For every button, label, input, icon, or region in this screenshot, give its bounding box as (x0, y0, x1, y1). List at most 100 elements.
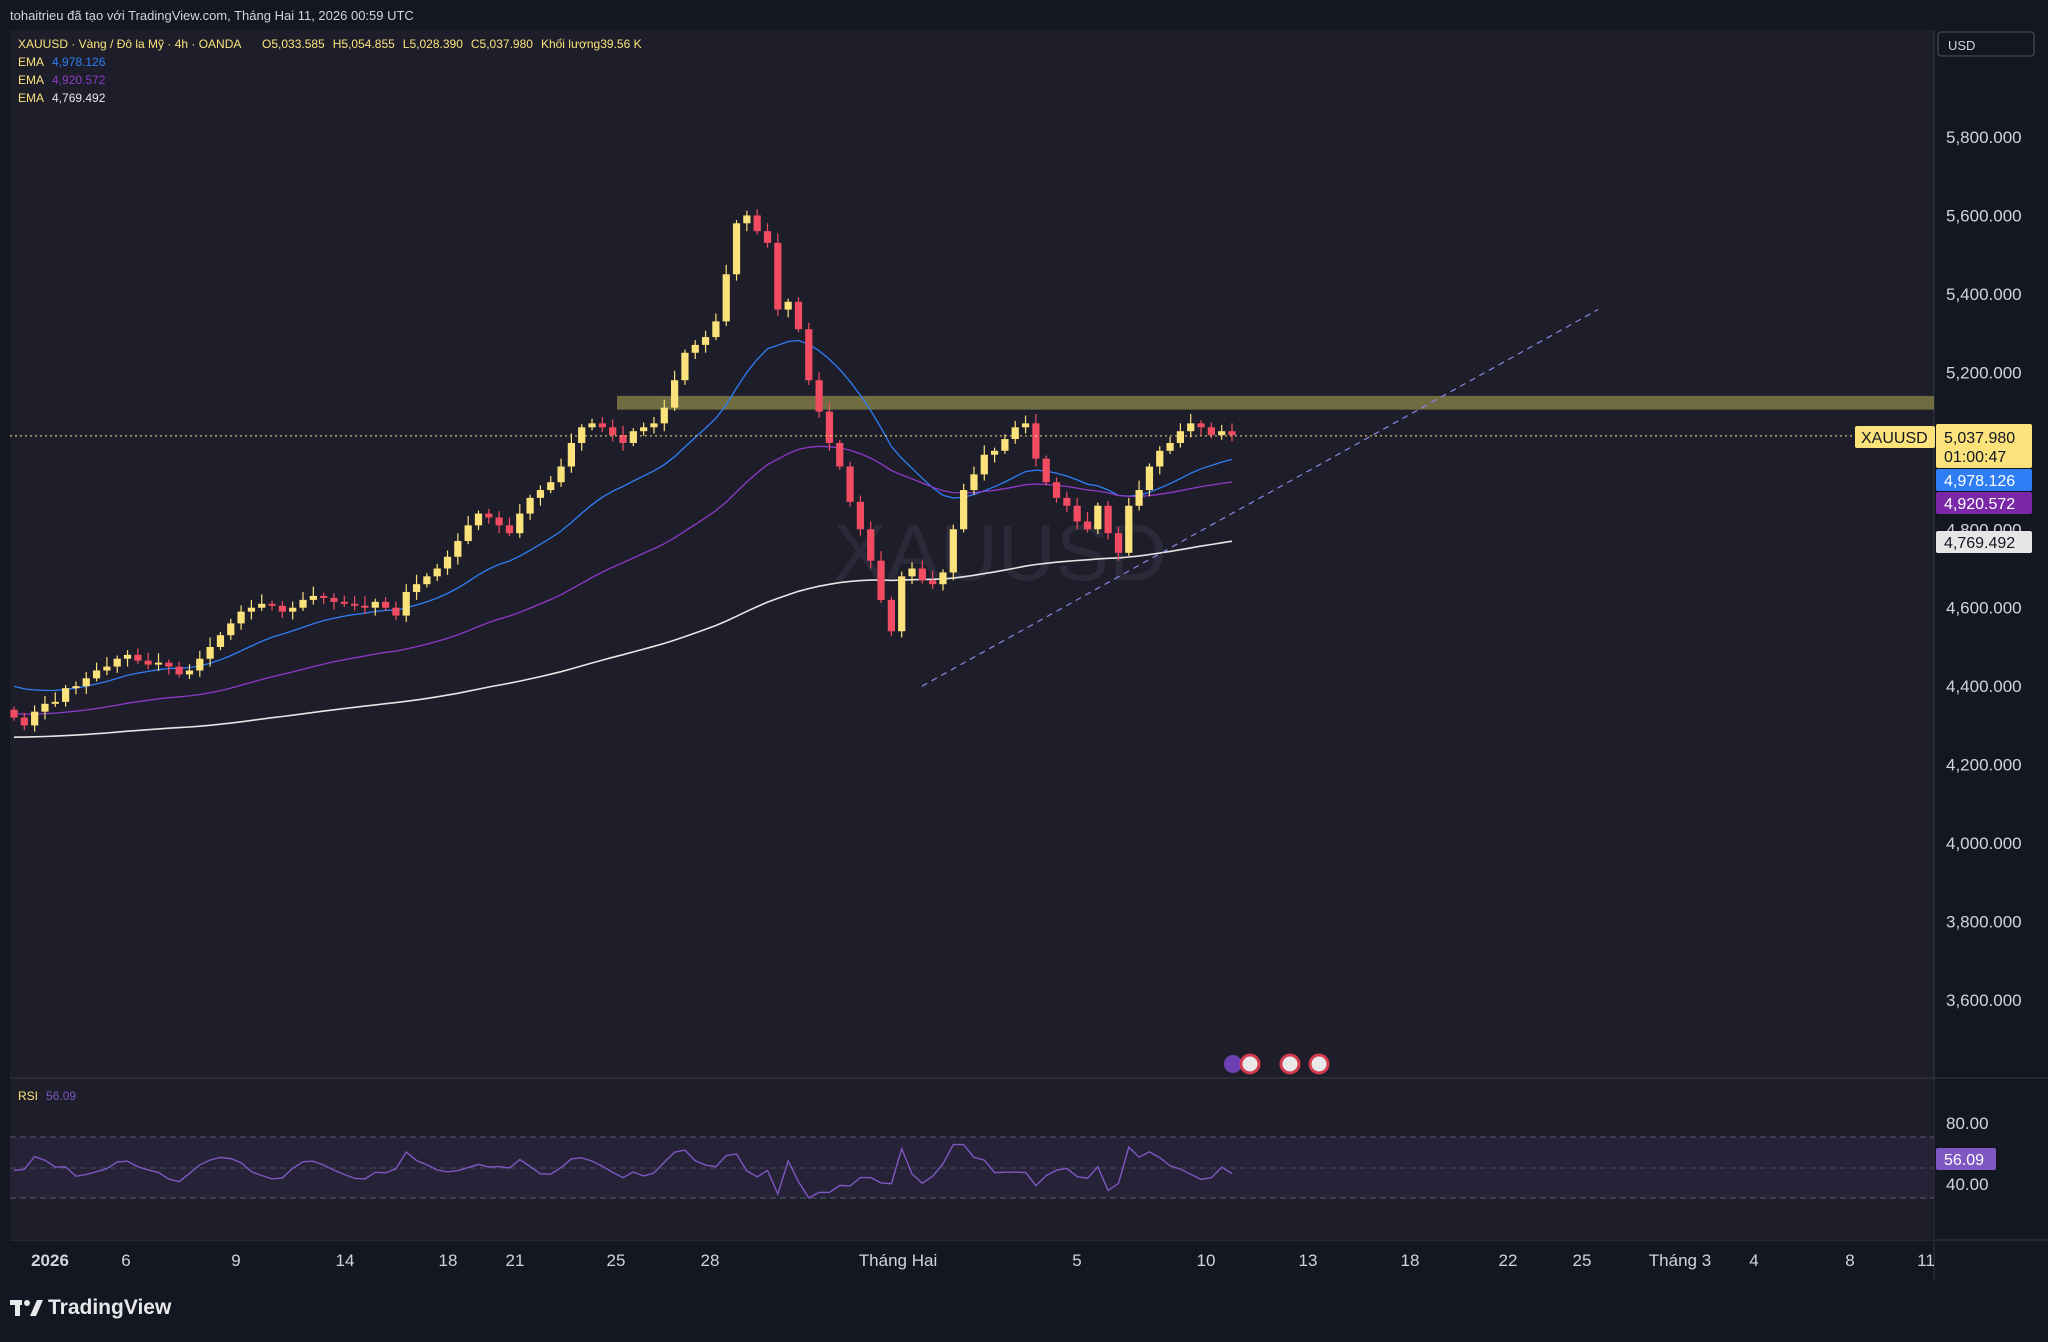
candle-body (526, 497, 534, 514)
candle-body (227, 623, 235, 636)
candle-body (598, 423, 606, 428)
rsi-level-40: 40.00 (1946, 1175, 1989, 1194)
legend-symbol: XAUUSD · Vàng / Đô la Mỹ · 4h · OANDA (18, 37, 241, 51)
rsi-value-tag (1936, 1148, 1996, 1170)
time-tick-label: 6 (121, 1251, 130, 1270)
candle-body (980, 454, 988, 475)
candle-body (1052, 482, 1061, 498)
candle-body (1094, 505, 1102, 530)
candle-body (784, 301, 792, 310)
candle-body (1176, 431, 1185, 443)
rsi-line (13, 1143, 1233, 1199)
candle-body (20, 717, 28, 726)
currency-label: USD (1948, 38, 1975, 53)
rsi-legend: RSI 56.09 (18, 1089, 76, 1103)
candle-body (640, 427, 648, 432)
candle-body (898, 576, 906, 632)
candle-body (10, 709, 18, 718)
price-tick-label: 5,600.000 (1946, 206, 2022, 225)
candle-body (1156, 450, 1164, 467)
last-price-text: 5,037.980 (1944, 430, 2015, 447)
candle-body (877, 560, 885, 600)
candle-body (763, 231, 772, 243)
candle-body (691, 344, 699, 353)
us-flag-icon[interactable] (1279, 1053, 1301, 1075)
candle-body (960, 490, 968, 530)
credit-text: tohaitrieu đã tạo với TradingView.com, T… (10, 8, 414, 23)
candle-body (113, 658, 121, 667)
rsi-value-tag-text: 56.09 (1944, 1152, 1984, 1169)
price-tick-label: 5,400.000 (1946, 285, 2022, 304)
us-flag-icon[interactable] (1239, 1053, 1261, 1075)
resistance-zone[interactable] (617, 395, 1934, 410)
legend-ema-fast: EMA 4,978.126 (18, 55, 106, 69)
price-tick-label: 3,600.000 (1946, 991, 2022, 1010)
price-tick-label: 4,600.000 (1946, 599, 2022, 618)
trendline[interactable] (921, 309, 1599, 687)
candle-body (1042, 458, 1050, 483)
candle-body (794, 301, 803, 330)
candle-body (216, 635, 225, 647)
candle-body (1207, 427, 1215, 436)
candle-body (536, 490, 545, 498)
candle-body (825, 411, 834, 443)
candle-body (134, 654, 142, 661)
ema-fast-line (13, 339, 1233, 692)
event-markers[interactable] (1224, 1053, 1330, 1075)
currency-badge[interactable] (1937, 31, 2035, 57)
candle-body (1032, 423, 1040, 459)
last-price-tag (1936, 424, 2032, 468)
price-tick-label: 4,400.000 (1946, 677, 2022, 696)
ema-mid-line (13, 445, 1233, 715)
candle-body (175, 666, 183, 675)
candle-body (939, 572, 947, 585)
time-tick-label: 18 (439, 1251, 458, 1270)
time-tick-label: 25 (1573, 1251, 1592, 1270)
ema-slow-tag-text: 4,769.492 (1944, 535, 2015, 552)
candle-body (485, 513, 493, 518)
candle-body (1145, 466, 1154, 491)
event-flash-icon[interactable] (1224, 1055, 1242, 1073)
candle-body (123, 654, 132, 659)
tradingview-logo-icon (10, 1300, 43, 1316)
candle-body (836, 442, 844, 467)
candle-body (846, 466, 854, 502)
candle-body (185, 670, 194, 675)
candle-body (681, 352, 689, 381)
candle-body (289, 607, 297, 612)
candle-body (1166, 442, 1174, 451)
candle-body (320, 595, 328, 598)
candle-body (722, 274, 730, 322)
time-tick-label: 14 (336, 1251, 355, 1270)
resistance-zone-rect (617, 395, 1934, 410)
candle-body (340, 601, 348, 604)
candle-body (103, 666, 111, 671)
candle-body (516, 513, 524, 534)
top-bar: tohaitrieu đã tạo với TradingView.com, T… (0, 0, 2048, 30)
rsi-level-80: 80.00 (1946, 1114, 1989, 1133)
rsi-pane[interactable]: RSI 56.09 80.00 40.00 56.09 (10, 1089, 1996, 1199)
candle-body (165, 662, 173, 667)
candle-body (361, 605, 369, 608)
time-tick-label: 28 (701, 1251, 720, 1270)
candle-body (815, 380, 823, 412)
time-tick-label: 25 (607, 1251, 626, 1270)
candle-body (557, 466, 565, 483)
candle-body (464, 525, 472, 542)
chart-area[interactable]: XAUUSD XAUUSD · Vàng / Đô la Mỹ · 4h · O… (0, 0, 2048, 1280)
candle-body (371, 601, 379, 608)
time-tick-label: 2026 (31, 1251, 69, 1270)
legend-ohlc: O5,033.585 H5,054.855 L5,028.390 C5,037.980… (262, 37, 642, 51)
time-axis[interactable]: 2026 6 9 14 18 21 25 28 Tháng Hai 5 10 13 18 22 25 Thán… (31, 1251, 1935, 1270)
us-flag-icon[interactable] (1308, 1053, 1330, 1075)
candle-body (412, 584, 421, 593)
ascending-trendline (921, 309, 1599, 687)
price-tick-label: 5,800.000 (1946, 128, 2022, 147)
candles[interactable] (10, 209, 1236, 732)
candle-body (1011, 427, 1019, 440)
candle-body (774, 242, 782, 310)
candle-body (949, 529, 957, 573)
candle-body (237, 611, 245, 624)
time-tick-label: Tháng 3 (1649, 1251, 1711, 1270)
price-axis: 5,800.0005,600.0005,400.0005,200.0004,80… (1946, 128, 2022, 1010)
